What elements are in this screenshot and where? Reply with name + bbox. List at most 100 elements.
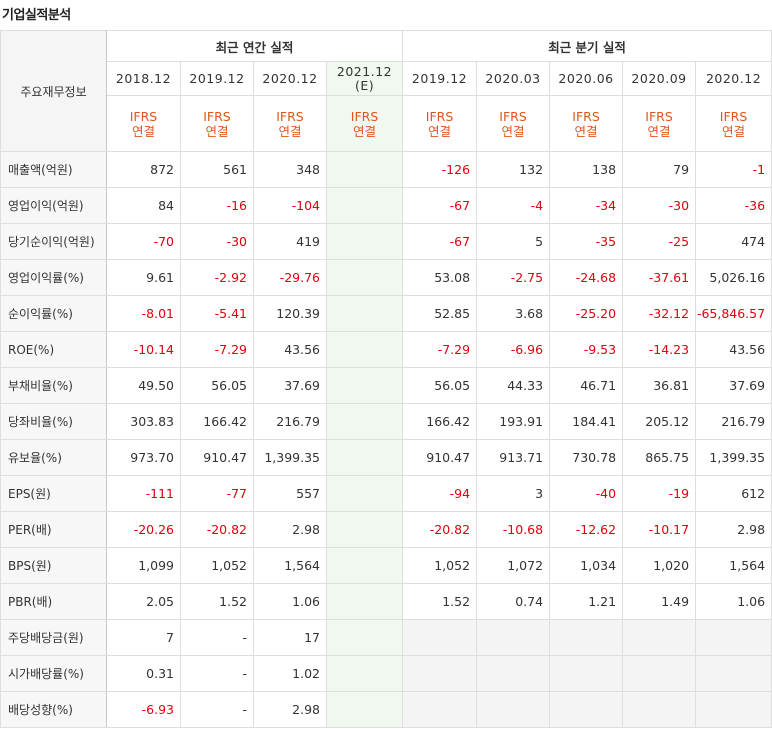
annual-cell (325, 295, 404, 332)
annual-cell: 348 (253, 151, 327, 188)
annual-cell: 43.56 (253, 331, 327, 368)
quarter-cell: 1.49 (622, 583, 697, 620)
table-row: PBR(배) 2.05 1.52 1.06 1.52 0.74 1.21 1.49 1.06 (0, 583, 772, 620)
quarter-group-header: 최근 분기 실적 (402, 30, 772, 62)
consolidated-label: 연결 (501, 123, 525, 139)
annual-cell: 56.05 (180, 367, 254, 404)
annual-cell (325, 331, 404, 368)
quarter-cell: 166.42 (402, 403, 478, 440)
annual-cell: 17 (253, 619, 327, 656)
quarter-cell: 53.08 (402, 259, 478, 296)
estimate-mark: (E) (354, 77, 375, 93)
annual-year-header: 2019.12 (180, 61, 254, 96)
annual-cell: 1.06 (253, 583, 327, 620)
annual-year-text: 2021.12 (336, 63, 393, 79)
annual-cell (325, 151, 404, 188)
annual-cell (325, 691, 404, 728)
annual-cell: 2.98 (253, 511, 327, 548)
quarter-cell (476, 619, 551, 656)
section-title: 기업실적분석 (2, 8, 71, 23)
annual-cell (325, 403, 404, 440)
ifrs-label: IFRS (645, 108, 673, 124)
row-label: 매출액(억원) (0, 151, 107, 188)
ifrs-badge: IFRS 연결 (476, 95, 551, 152)
quarter-cell: 56.05 (402, 367, 478, 404)
annual-cell: - (180, 655, 254, 692)
annual-cell: -8.01 (106, 295, 181, 332)
quarter-cell: -20.82 (402, 511, 478, 548)
row-label: 부채비율(%) (0, 367, 107, 404)
annual-cell: 0.31 (106, 655, 181, 692)
table-row: 매출액(억원) 872 561 348 -126 132 138 79 -1 (0, 151, 772, 188)
quarter-cell: 910.47 (402, 439, 478, 476)
quarter-cell: 1,020 (622, 547, 697, 584)
ifrs-label: IFRS (572, 108, 600, 124)
quarter-cell: 46.71 (549, 367, 624, 404)
annual-cell: -104 (253, 187, 327, 224)
consolidated-label: 연결 (647, 123, 671, 139)
consolidated-label: 연결 (428, 123, 452, 139)
annual-year-header: 2018.12 (106, 61, 181, 96)
table-row: 순이익률(%) -8.01 -5.41 120.39 52.85 3.68 -25.20 -3… (0, 295, 772, 332)
annual-cell: 1,399.35 (253, 439, 327, 476)
annual-year-header: 2020.12 (253, 61, 327, 96)
quarter-cell: -4 (476, 187, 551, 224)
quarter-cell: 37.69 (695, 367, 772, 404)
quarter-cell: 913.71 (476, 439, 551, 476)
annual-cell (325, 583, 404, 620)
annual-cell: - (180, 619, 254, 656)
financial-table: 주요재무정보 최근 연간 실적 최근 분기 실적 2018.12 2019.12 2… (0, 30, 772, 728)
table-row: 시가배당률(%) 0.31-1.02 (0, 655, 772, 692)
row-label-header: 주요재무정보 (0, 30, 107, 152)
quarter-cell (549, 619, 624, 656)
quarter-cell: 0.74 (476, 583, 551, 620)
annual-cell (325, 511, 404, 548)
quarter-cell: 52.85 (402, 295, 478, 332)
annual-cell: 7 (106, 619, 181, 656)
table-row: PER(배) -20.26 -20.82 2.98 -20.82 -10.68 -12.62… (0, 511, 772, 548)
row-label: EPS(원) (0, 475, 107, 512)
quarter-cell: 1.21 (549, 583, 624, 620)
quarter-cell: -126 (402, 151, 478, 188)
ifrs-label: IFRS (276, 108, 304, 124)
quarter-cell: 612 (695, 475, 772, 512)
annual-cell: - (180, 691, 254, 728)
quarter-cell (549, 655, 624, 692)
table-row: BPS(원) 1,099 1,052 1,564 1,052 1,072 1,034 1,02… (0, 547, 772, 584)
quarter-cell (695, 691, 772, 728)
row-label: 유보율(%) (0, 439, 107, 476)
annual-cell: -16 (180, 187, 254, 224)
quarter-cell: -30 (622, 187, 697, 224)
quarter-cell: 36.81 (622, 367, 697, 404)
quarter-cell: -12.62 (549, 511, 624, 548)
quarter-cell: 132 (476, 151, 551, 188)
annual-group-header: 최근 연간 실적 (105, 30, 404, 62)
annual-cell: -2.92 (180, 259, 254, 296)
ifrs-label: IFRS (499, 108, 527, 124)
quarter-cell: -34 (549, 187, 624, 224)
quarter-cell: -10.17 (622, 511, 697, 548)
ifrs-badge: IFRS 연결 (253, 95, 327, 152)
quarter-cell: -65,846.57 (695, 295, 772, 332)
row-label: 영업이익률(%) (0, 259, 107, 296)
annual-year-header: 2021.12 (E) (325, 61, 404, 96)
quarter-cell: 865.75 (622, 439, 697, 476)
quarter-cell: -36 (695, 187, 772, 224)
annual-cell (325, 187, 404, 224)
quarter-cell: 1.06 (695, 583, 772, 620)
annual-cell: 1.52 (180, 583, 254, 620)
row-label: 배당성향(%) (0, 691, 107, 728)
quarter-cell: 205.12 (622, 403, 697, 440)
annual-cell: 84 (106, 187, 181, 224)
annual-cell (325, 619, 404, 656)
quarter-cell: -40 (549, 475, 624, 512)
quarter-cell: 2.98 (695, 511, 772, 548)
annual-cell: 2.05 (106, 583, 181, 620)
quarter-cell: -25.20 (549, 295, 624, 332)
table-row: 부채비율(%) 49.50 56.05 37.69 56.05 44.33 46.71 36.… (0, 367, 772, 404)
quarter-cell: 43.56 (695, 331, 772, 368)
ifrs-badge: IFRS 연결 (622, 95, 697, 152)
quarter-cell (476, 691, 551, 728)
quarter-cell: -9.53 (549, 331, 624, 368)
row-label: 주당배당금(원) (0, 619, 107, 656)
